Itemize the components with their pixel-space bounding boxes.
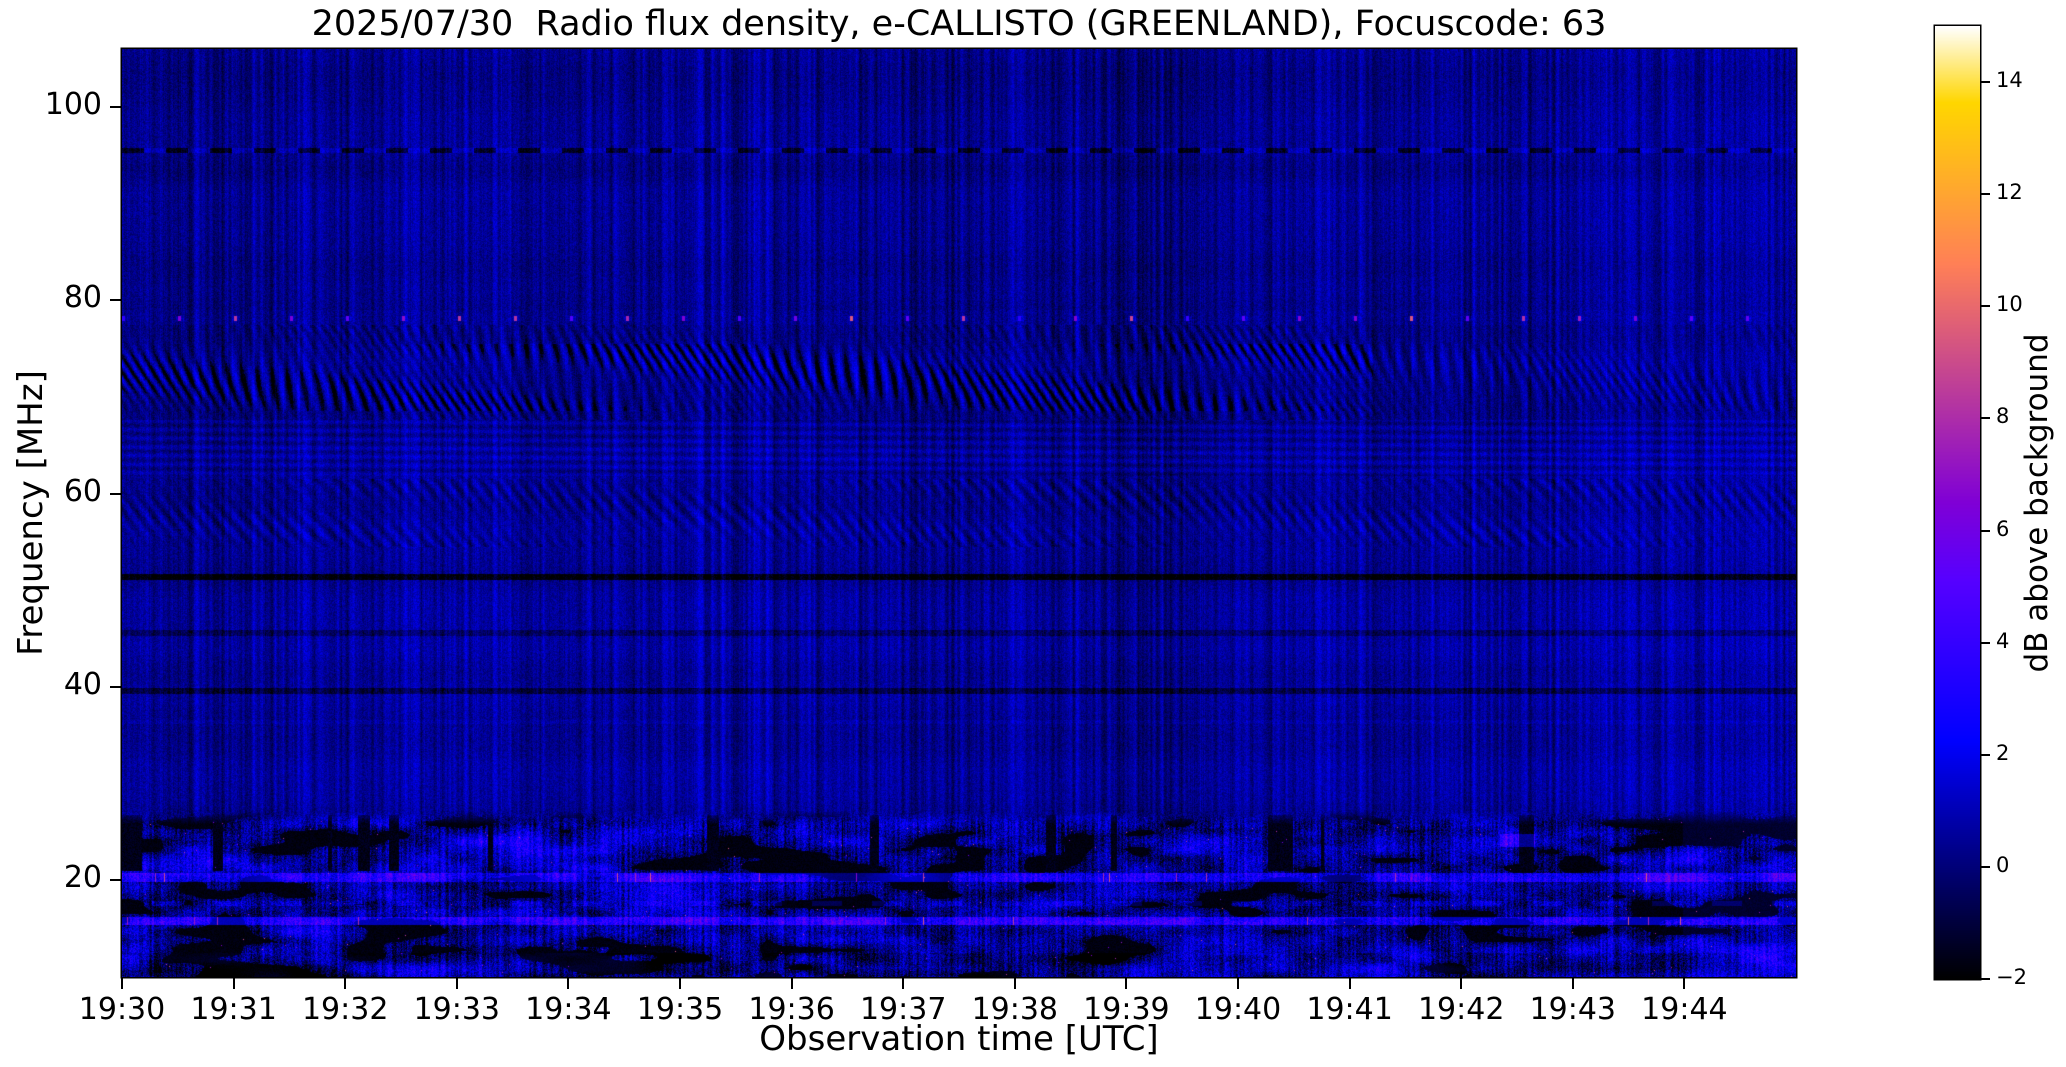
x-tick-label: 19:38	[971, 992, 1059, 1027]
x-axis-title: Observation time [UTC]	[759, 1019, 1159, 1059]
colorbar-tick-mark	[1981, 529, 1990, 532]
x-tick-mark	[679, 977, 681, 989]
y-tick-label: 100	[44, 87, 102, 122]
x-tick-mark	[902, 977, 905, 989]
y-tick-label: 80	[63, 280, 102, 316]
x-tick-label: 19:31	[190, 992, 277, 1027]
y-tick-label: 60	[63, 473, 102, 509]
colorbar-tick-mark	[1981, 753, 1990, 756]
x-tick-mark	[1683, 977, 1686, 989]
colorbar-tick-mark	[1981, 193, 1990, 196]
x-tick-label: 19:39	[1083, 992, 1170, 1027]
x-tick-mark	[344, 977, 347, 989]
y-tick-mark	[110, 879, 122, 882]
x-tick-label: 19:42	[1417, 992, 1505, 1027]
y-tick-mark	[110, 299, 122, 302]
x-tick-mark	[567, 977, 570, 989]
x-tick-mark	[1125, 977, 1128, 989]
colorbar	[1935, 26, 1980, 979]
x-tick-label: 19:44	[1641, 992, 1728, 1027]
x-tick-label: 19:30	[78, 992, 166, 1027]
colorbar-tick-label: 2	[1996, 740, 2010, 765]
x-tick-label: 19:35	[636, 992, 724, 1027]
x-tick-label: 19:40	[1194, 992, 1282, 1027]
x-tick-mark	[1013, 977, 1016, 989]
x-tick-mark	[1571, 977, 1574, 989]
x-tick-label: 19:41	[1306, 992, 1393, 1027]
x-tick-label: 19:32	[301, 992, 389, 1027]
x-tick-mark	[1237, 977, 1239, 989]
colorbar-tick-label: 0	[1996, 852, 2010, 877]
colorbar-tick-label: 8	[1996, 404, 2010, 429]
colorbar-tick-label: 12	[1996, 180, 2023, 205]
colorbar-title: dB above background	[2019, 333, 2055, 673]
y-axis-title: Frequency [MHz]	[11, 370, 51, 656]
y-tick-mark	[110, 492, 122, 495]
x-tick-mark	[1348, 977, 1351, 989]
x-tick-label: 19:37	[859, 992, 947, 1027]
x-tick-mark	[232, 977, 235, 989]
x-tick-label: 19:33	[413, 992, 501, 1027]
plot-area	[122, 49, 1796, 977]
colorbar-tick-mark	[1981, 865, 1990, 868]
x-tick-label: 19:34	[525, 992, 612, 1027]
spectrogram-canvas	[122, 49, 1796, 977]
colorbar-tick-label: 4	[1996, 628, 2010, 653]
colorbar-tick-label: 14	[1996, 68, 2023, 93]
colorbar-tick-mark	[1981, 641, 1990, 644]
x-tick-label: 19:43	[1529, 992, 1617, 1027]
x-tick-mark	[121, 977, 123, 989]
chart-title: 2025/07/30 Radio flux density, e-CALLIST…	[311, 4, 1607, 44]
colorbar-tick-label: 10	[1996, 292, 2023, 317]
colorbar-tick-mark	[1981, 417, 1990, 420]
x-tick-mark	[1460, 977, 1463, 989]
colorbar-canvas	[1935, 26, 1980, 979]
colorbar-tick-label: −2	[1996, 965, 2027, 989]
y-tick-label: 40	[63, 667, 102, 702]
x-tick-mark	[790, 977, 793, 989]
y-tick-mark	[110, 686, 122, 688]
y-tick-mark	[110, 106, 122, 108]
colorbar-tick-mark	[1981, 81, 1990, 84]
x-tick-mark	[455, 977, 458, 989]
colorbar-tick-label: 6	[1996, 516, 2010, 541]
x-tick-label: 19:36	[748, 992, 835, 1027]
y-tick-label: 20	[63, 860, 102, 896]
colorbar-tick-mark	[1981, 978, 1990, 980]
colorbar-tick-mark	[1981, 305, 1990, 308]
